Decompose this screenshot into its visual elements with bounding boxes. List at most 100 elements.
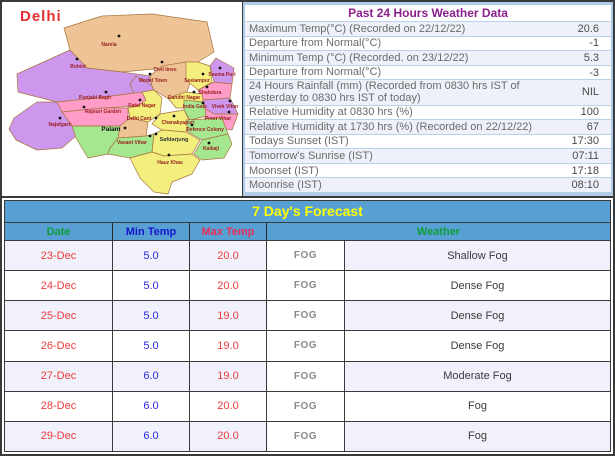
row-label: Departure from Normal(°C) — [249, 66, 382, 79]
region-kalkaji — [193, 133, 233, 161]
region-label-patel-nagar: Patel Nagar — [128, 103, 156, 109]
row-value: 17:30 — [571, 135, 599, 148]
forecast-section: 7 Day's Forecast Date Min Temp Max Temp … — [2, 198, 613, 454]
table-row: Departure from Normal(°C) -3 — [245, 66, 611, 81]
cell-max-temp: 20.0 — [190, 271, 267, 301]
cell-date: 29-Dec — [5, 421, 113, 451]
forecast-header-row: Date Min Temp Max Temp Weather — [5, 223, 610, 241]
region-label-rohini: Rohini — [70, 64, 86, 70]
cell-date: 28-Dec — [5, 391, 113, 421]
cell-weather: Shallow Fog — [345, 241, 610, 271]
row-value: 67 — [586, 120, 599, 133]
cell-weather: Dense Fog — [450, 339, 505, 352]
row-value: 17:18 — [571, 164, 599, 177]
map-title: Delhi — [20, 8, 62, 25]
forecast-row: 26-Dec 5.0 19.0 FOG Dense Fog — [5, 331, 610, 362]
forecast-title: 7 Day's Forecast — [5, 201, 610, 223]
fog-icon: FOG — [267, 301, 345, 331]
region-label-defence-colony: Defence Colony — [186, 127, 224, 133]
forecast-table: 7 Day's Forecast Date Min Temp Max Temp … — [4, 200, 611, 452]
region-label-seema-puri: Seema Puri — [208, 72, 236, 78]
cell-date: 24-Dec — [5, 271, 113, 301]
row-label: 24 Hours Rainfall (mm) (Recorded from 08… — [249, 80, 520, 105]
cell-date: 26-Dec — [5, 331, 113, 361]
region-label-vasant-vihar: Vasant Vihar — [117, 140, 147, 146]
past24-title: Past 24 Hours Weather Data — [245, 5, 611, 22]
fog-icon: FOG — [267, 271, 345, 301]
table-row: Relative Humidity at 1730 hrs (%) (Recor… — [245, 120, 611, 135]
table-row: Moonrise (IST) 08:10 — [245, 178, 611, 193]
forecast-row: 24-Dec 5.0 20.0 FOG Dense Fog — [5, 271, 610, 302]
region-label-palam: Palam — [101, 126, 120, 133]
past24-weather-table: Past 24 Hours Weather Data Maximum Temp(… — [243, 2, 613, 196]
cell-weather: Dense Fog — [450, 279, 505, 292]
row-value: 08:10 — [571, 179, 599, 192]
fog-icon: FOG — [267, 391, 345, 421]
region-label-model-town: Model Town — [139, 78, 168, 84]
fog-icon: FOG — [267, 361, 345, 391]
region-label-punjabi-bagh: Punjabi Bagh — [79, 95, 111, 101]
region-label-shahdara: Shahdara — [199, 90, 222, 96]
cell-min-temp: 5.0 — [113, 241, 190, 271]
col-header-weather: Weather — [416, 225, 461, 238]
row-label: Todays Sunset (IST) — [249, 135, 349, 148]
cell-date: 23-Dec — [5, 241, 113, 271]
city-dots — [58, 34, 232, 157]
region-label-safdarjung: Safdarjung — [160, 137, 189, 143]
cell-weather: Fog — [345, 421, 610, 451]
cell-max-temp: 20.0 — [190, 241, 267, 271]
row-value: -3 — [589, 66, 599, 79]
cell-min-temp: 6.0 — [113, 361, 190, 391]
forecast-row: 27-Dec 6.0 19.0 FOG Moderate Fog — [5, 361, 610, 392]
cell-min-temp: 5.0 — [113, 331, 190, 361]
cell-weather: Moderate Fog — [345, 361, 610, 391]
table-row: Departure from Normal(°C) -1 — [245, 37, 611, 52]
table-row: Relative Humidity at 0830 hrs (%) 100 — [245, 106, 611, 121]
row-label: Departure from Normal(°C) — [249, 37, 382, 50]
row-value: 20.6 — [577, 22, 599, 35]
region-seema-puri — [209, 57, 235, 85]
cell-max-temp: 20.0 — [190, 421, 267, 451]
region-label-vivek-vihar: Vivek Vihar — [212, 104, 239, 110]
delhi-map: Narela Rohini Civil lines Model Town See… — [8, 13, 239, 195]
cell-min-temp: 6.0 — [113, 421, 190, 451]
cell-max-temp: 19.0 — [190, 331, 267, 361]
row-label: Moonset (IST) — [249, 164, 319, 177]
cell-min-temp: 5.0 — [113, 271, 190, 301]
row-label: Minimum Temp (°C) (Recorded. on 23/12/22… — [249, 51, 469, 64]
region-label-narela: Narela — [101, 42, 117, 48]
cell-weather: Fog — [468, 400, 487, 413]
delhi-map-panel: Delhi — [2, 2, 243, 196]
table-row: Maximum Temp(°C) (Recorded on 22/12/22) 2… — [245, 22, 611, 37]
row-value: 5.3 — [583, 51, 599, 64]
forecast-row: 25-Dec 5.0 19.0 FOG Dense Fog — [5, 301, 610, 332]
region-hauz-khas — [129, 151, 201, 195]
table-bottom-band — [245, 192, 611, 196]
cell-max-temp: 20.0 — [190, 391, 267, 421]
table-row: Todays Sunset (IST) 17:30 — [245, 135, 611, 150]
fog-icon: FOG — [267, 241, 345, 271]
region-label-rajouri-garden: Rajouri Garden — [85, 109, 121, 115]
region-label-india-gate: India Gate — [183, 104, 207, 110]
region-label-hauz-khas: Hauz Khas — [157, 160, 183, 166]
row-label: Relative Humidity at 1730 hrs (%) (Recor… — [249, 120, 533, 133]
row-value: -1 — [589, 37, 599, 50]
fog-icon: FOG — [267, 331, 345, 361]
region-india-gate — [183, 99, 207, 121]
region-label-kalkaji: Kalkaji — [203, 146, 220, 152]
region-label-najafgarh: Najafgarh — [48, 122, 71, 128]
table-row: Minimum Temp (°C) (Recorded. on 23/12/22… — [245, 51, 611, 66]
row-value: NIL — [581, 86, 599, 99]
cell-date: 27-Dec — [5, 361, 113, 391]
region-label-chanakyapuri: Chanakyapuri — [161, 120, 195, 126]
table-row: 24 Hours Rainfall (mm) (Recorded from 08… — [245, 80, 611, 106]
region-label-preet-vihar: Preet Vihar — [205, 116, 231, 122]
top-section: Delhi — [2, 2, 613, 198]
col-header-max-temp: Max Temp — [190, 223, 267, 240]
fog-icon: FOG — [267, 421, 345, 451]
cell-max-temp: 19.0 — [190, 301, 267, 331]
region-label-seelampur: Seelampur — [184, 78, 210, 84]
row-label: Relative Humidity at 0830 hrs (%) — [249, 106, 413, 119]
region-seelampur — [185, 61, 213, 91]
